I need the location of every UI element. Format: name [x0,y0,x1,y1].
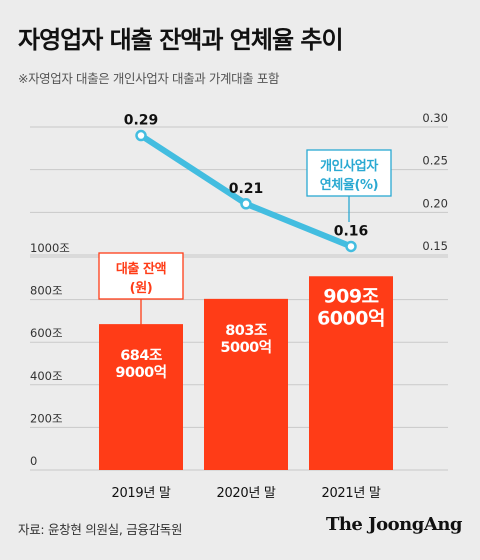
bar-2 [204,298,288,470]
left-axis-ticks: 0 200조 400조 600조 800조 1000조 [30,241,70,468]
chart-title: 자영업자 대출 잔액과 연체율 추이 [18,26,344,54]
left-tick-label: 600조 [30,326,63,340]
bar-3 [309,276,393,470]
x-axis-labels: 2019년 말 2020년 말 2021년 말 [111,486,381,501]
left-tick-label: 800조 [30,284,63,298]
bar-series: 684조 9000억 803조 5000억 909조 6000억 [99,276,393,470]
legend-bar-label: 대출 잔액 (원) [116,261,166,296]
right-tick-label: 0.25 [422,154,448,168]
brand-logo: The JoongAng [325,514,463,535]
source-note: 자료: 윤창현 의원실, 금융감독원 [18,522,183,537]
line-point-2 [240,198,252,210]
left-tick-label: 400조 [30,369,63,383]
legend-bar-box [98,252,184,300]
left-tick-label: 0 [30,454,37,468]
right-tick-label: 0.30 [422,111,448,125]
right-tick-label: 0.15 [422,239,448,253]
x-category-label: 2021년 말 [321,486,380,501]
bar-value-label: 909조 6000억 [317,285,385,329]
bar-value-label: 684조 9000억 [115,348,166,381]
x-category-label: 2019년 말 [111,486,170,501]
chart-subtitle: ※자영업자 대출은 개인사업자 대출과 가계대출 포함 [18,71,280,86]
right-tick-label: 0.20 [422,196,448,210]
line-value-label: 0.21 [229,181,264,197]
left-tick-label: 1000조 [30,241,70,255]
bar-1 [99,324,183,470]
line-value-label: 0.29 [124,113,159,129]
line-point-1 [135,129,147,142]
x-category-label: 2020년 말 [216,486,275,501]
legend-line-label: 개인사업자 연체율(%) [320,158,379,193]
legend-line-box [306,149,392,197]
line-value-label: 0.16 [334,223,369,239]
bar-value-label: 803조 5000억 [220,323,271,356]
line-point-3 [345,240,357,253]
legend-callouts: 대출 잔액 (원) 개인사업자 연체율(%) [98,149,392,332]
left-tick-label: 200조 [30,411,63,425]
right-axis-ticks: 0.15 0.20 0.25 0.30 [422,111,448,253]
line-series: 0.29 0.21 0.16 [124,113,369,253]
